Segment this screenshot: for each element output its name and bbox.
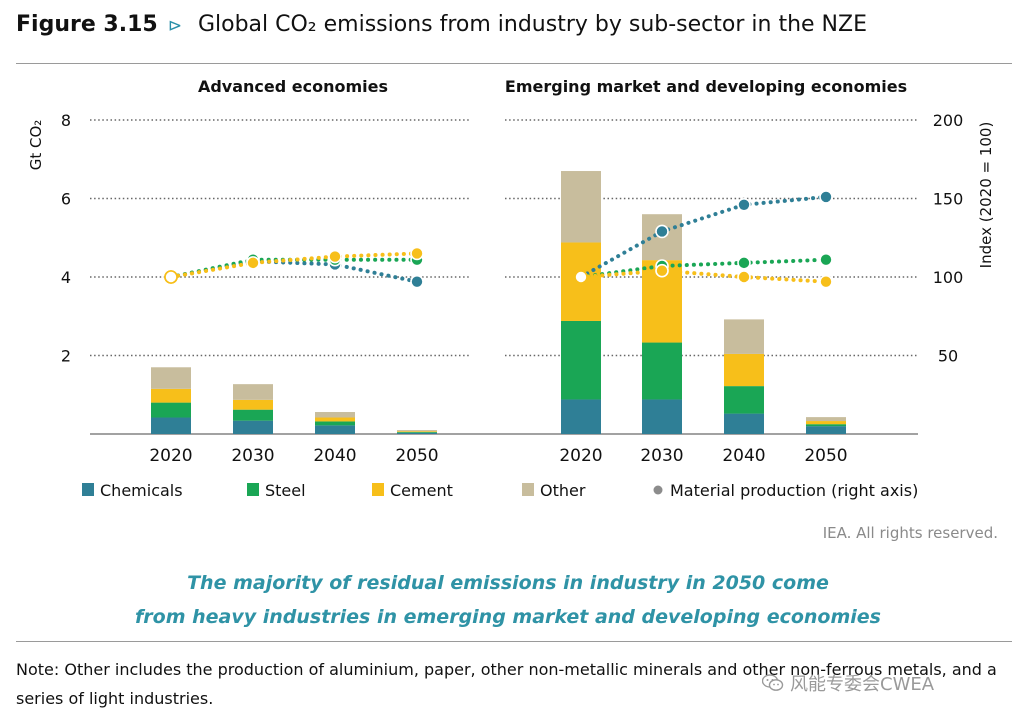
bar-chemicals	[642, 399, 682, 434]
x-tick-label: 2040	[313, 446, 356, 466]
bar-chemicals	[724, 413, 764, 434]
index-point-chemicals	[410, 274, 424, 289]
x-tick-label: 2030	[231, 446, 274, 466]
bar-chemicals	[233, 420, 273, 434]
x-tick-label: 2020	[559, 446, 602, 466]
figure-title: Global CO₂ emissions from industry by su…	[197, 12, 867, 37]
bar-chemicals	[315, 425, 355, 434]
index-line-cement	[169, 251, 419, 279]
top-divider	[16, 63, 1012, 64]
bar-cement	[397, 431, 437, 433]
x-tick-label: 2040	[722, 446, 765, 466]
legend-label: Other	[540, 481, 586, 500]
bottom-divider	[16, 641, 1012, 642]
panel-title: Advanced economies	[198, 77, 388, 96]
wechat-icon	[762, 674, 784, 691]
bar-other	[151, 367, 191, 389]
bar-steel	[642, 342, 682, 400]
index-point-chemicals	[737, 197, 751, 212]
index-line-steel	[579, 257, 828, 279]
rights-notice: IEA. All rights reserved.	[822, 524, 998, 542]
bar-steel	[397, 432, 437, 433]
index-point-steel	[737, 256, 751, 270]
index-point-cement	[328, 249, 342, 264]
takeaway-line-2: from heavy industries in emerging market…	[135, 606, 881, 628]
figure-arrow-icon: ⊳	[167, 16, 182, 36]
note-text: Note: Other includes the production of a…	[16, 660, 997, 708]
watermark-text: 风能专委会CWEA	[790, 674, 935, 695]
index-point-cement	[164, 270, 178, 284]
x-tick-label: 2050	[395, 446, 438, 466]
bar-steel	[561, 320, 601, 400]
y-right-axis-label: Index (2020 = 100)	[977, 122, 995, 269]
index-line-chemicals	[579, 194, 828, 279]
legend-swatch	[82, 483, 94, 496]
index-point-cement	[574, 270, 588, 284]
index-point-steel	[819, 252, 833, 267]
y-right-tick-label: 150	[933, 190, 964, 209]
legend-label: Material production (right axis)	[670, 481, 918, 500]
index-line-cement	[579, 268, 828, 284]
bar-chemicals	[151, 417, 191, 434]
legend-label: Cement	[390, 481, 453, 500]
bar-cement	[315, 417, 355, 422]
y-right-tick-label: 100	[933, 268, 964, 287]
index-point-cement	[246, 256, 260, 270]
bar-chemicals	[561, 399, 601, 434]
watermark: 风能专委会CWEA	[762, 670, 934, 696]
y-left-axis-label: Gt CO₂	[27, 120, 45, 171]
y-left-tick-label: 4	[61, 268, 71, 287]
bar-other	[561, 171, 601, 243]
index-point-chemicals	[655, 224, 669, 239]
bar-other	[397, 430, 437, 432]
y-right-tick-label: 50	[938, 347, 958, 366]
x-tick-label: 2020	[149, 446, 192, 466]
key-takeaway: The majority of residual emissions in in…	[0, 566, 1016, 634]
y-left-tick-label: 8	[61, 111, 71, 130]
y-right-tick-label: 200	[933, 111, 964, 130]
legend-swatch	[247, 483, 259, 496]
bar-steel	[724, 386, 764, 414]
x-tick-label: 2030	[640, 446, 683, 466]
index-point-cement	[655, 263, 669, 278]
y-left-tick-label: 2	[61, 347, 71, 366]
emissions-chart: 2 4 6 8 50 100 150 200 Gt CO₂ Index (2020 = 100) A…	[27, 77, 995, 500]
bar-other	[315, 412, 355, 418]
bar-other	[806, 417, 846, 422]
bar-cement	[724, 353, 764, 387]
bar-other	[233, 384, 273, 400]
bar-steel	[806, 424, 846, 427]
legend-swatch	[522, 483, 534, 496]
figure-title-bar: Figure 3.15 ⊳ Global CO₂ emissions from …	[16, 12, 867, 48]
takeaway-line-1: The majority of residual emissions in in…	[187, 572, 829, 594]
bar-cement	[151, 388, 191, 403]
index-point-cement	[737, 270, 751, 284]
bar-chemicals	[806, 426, 846, 434]
legend-label: Steel	[265, 481, 306, 500]
index-point-cement	[819, 274, 833, 289]
x-tick-label: 2050	[804, 446, 847, 466]
panel-title: Emerging market and developing economies	[505, 77, 907, 96]
legend-dot-icon	[653, 485, 663, 495]
bar-other	[724, 319, 764, 354]
bar-chemicals	[397, 432, 437, 434]
legend-swatch	[372, 483, 384, 496]
index-point-chemicals	[819, 190, 833, 204]
bar-steel	[151, 402, 191, 418]
index-point-cement	[410, 246, 424, 261]
bar-cement	[806, 421, 846, 425]
figure-number: Figure 3.15	[16, 12, 158, 37]
y-left-tick-label: 6	[61, 190, 71, 209]
bar-cement	[233, 399, 273, 410]
bar-steel	[233, 409, 273, 421]
bar-steel	[315, 421, 355, 426]
legend-label: Chemicals	[100, 481, 183, 500]
